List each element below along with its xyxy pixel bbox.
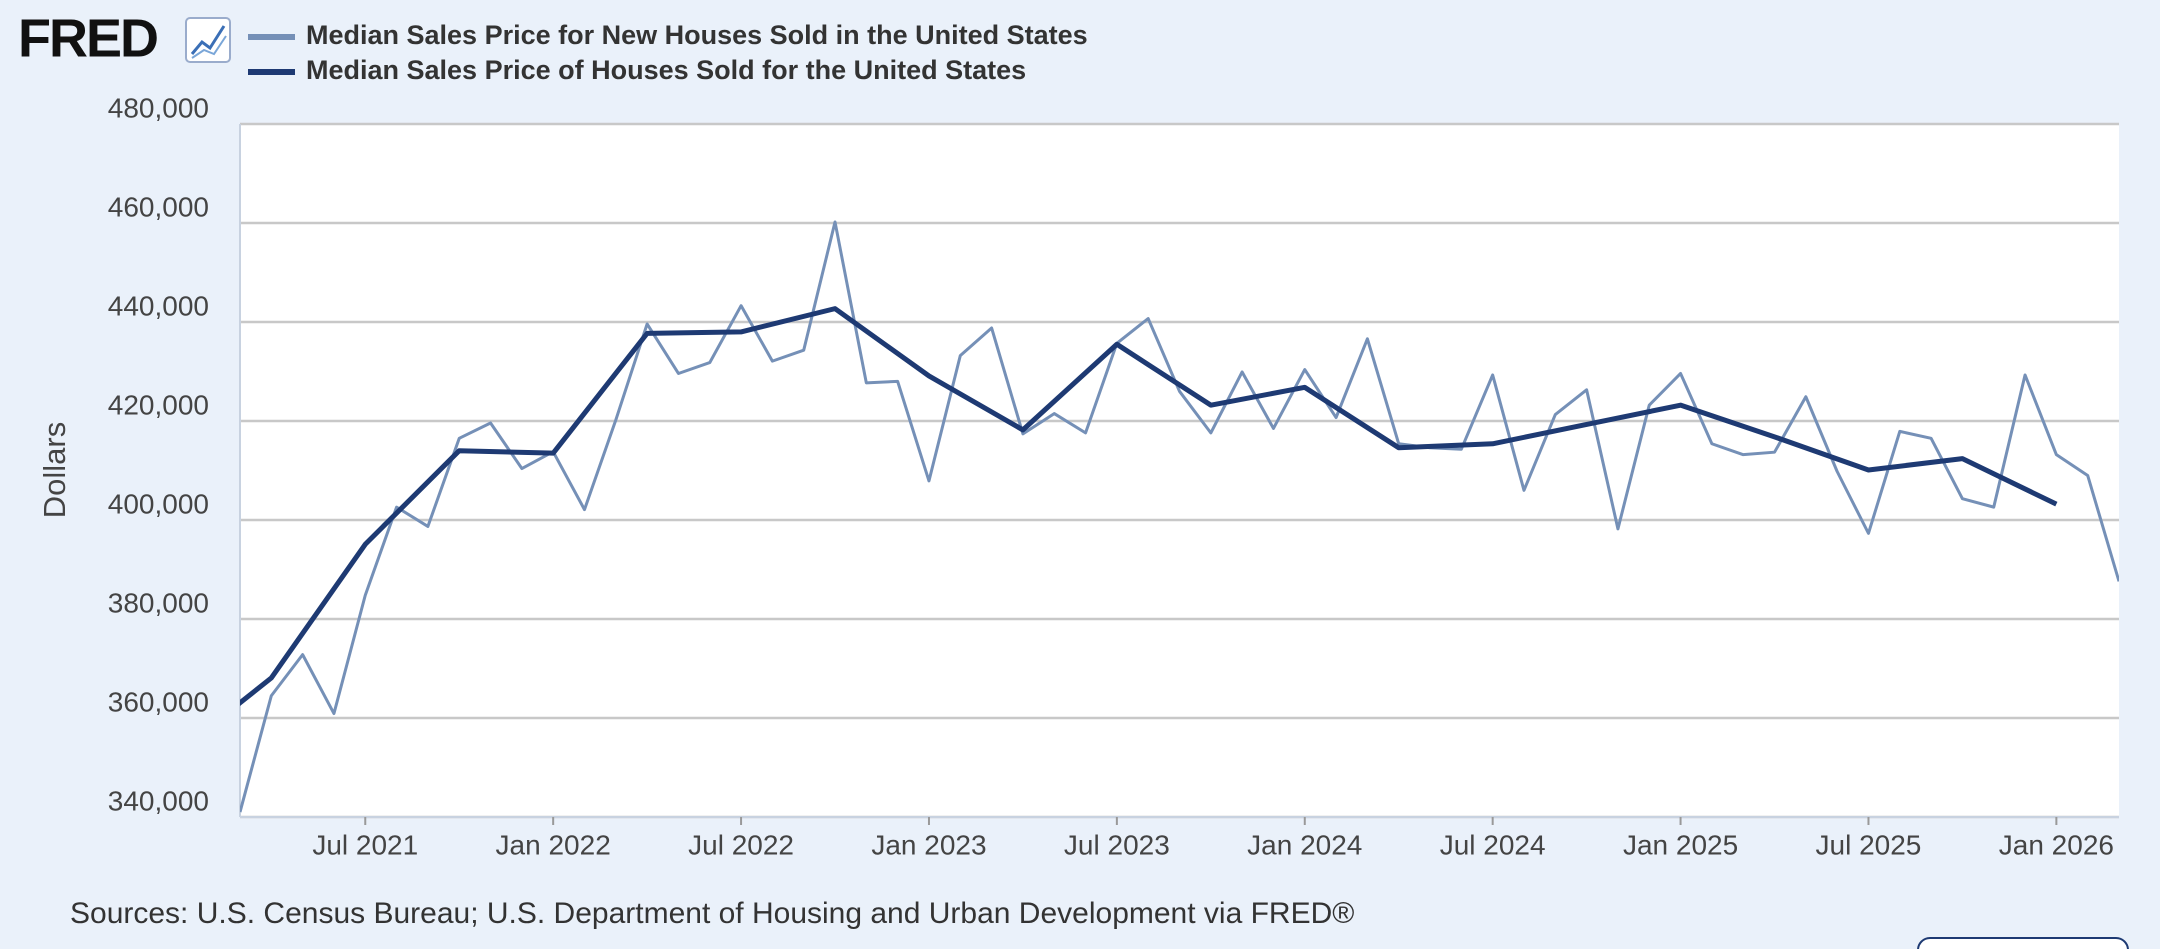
x-tick-label: Jul 2024	[1440, 829, 1546, 860]
logo-icon	[185, 17, 231, 63]
x-tick-label: Jan 2024	[1247, 829, 1362, 860]
x-tick-label: Jul 2025	[1816, 829, 1922, 860]
y-tick-label: 440,000	[108, 290, 209, 321]
plot-area	[240, 124, 2119, 817]
x-tick-label: Jan 2023	[871, 829, 986, 860]
legend-label: Median Sales Price for New Houses Sold i…	[306, 20, 1088, 50]
x-tick-label: Jan 2025	[1623, 829, 1738, 860]
legend-label: Median Sales Price of Houses Sold for th…	[306, 55, 1026, 85]
y-tick-label: 460,000	[108, 191, 209, 222]
y-tick-label: 420,000	[108, 389, 209, 420]
x-tick-label: Jan 2022	[496, 829, 611, 860]
x-tick-label: Jul 2023	[1064, 829, 1170, 860]
y-tick-label: 360,000	[108, 686, 209, 717]
source-note: Sources: U.S. Census Bureau; U.S. Depart…	[70, 897, 1354, 930]
y-tick-label: 340,000	[108, 785, 209, 816]
x-tick-label: Jul 2021	[312, 829, 418, 860]
logo: FRED	[18, 8, 157, 68]
x-tick-label: Jul 2022	[688, 829, 794, 860]
series-line	[240, 306, 2058, 707]
y-tick-label: 400,000	[108, 488, 209, 519]
x-tick-label: Jan 2026	[1999, 829, 2114, 860]
y-axis-label: Dollars	[37, 422, 72, 518]
y-tick-label: 380,000	[108, 587, 209, 618]
y-tick-label: 480,000	[108, 92, 209, 123]
button[interactable]	[1917, 937, 2129, 949]
